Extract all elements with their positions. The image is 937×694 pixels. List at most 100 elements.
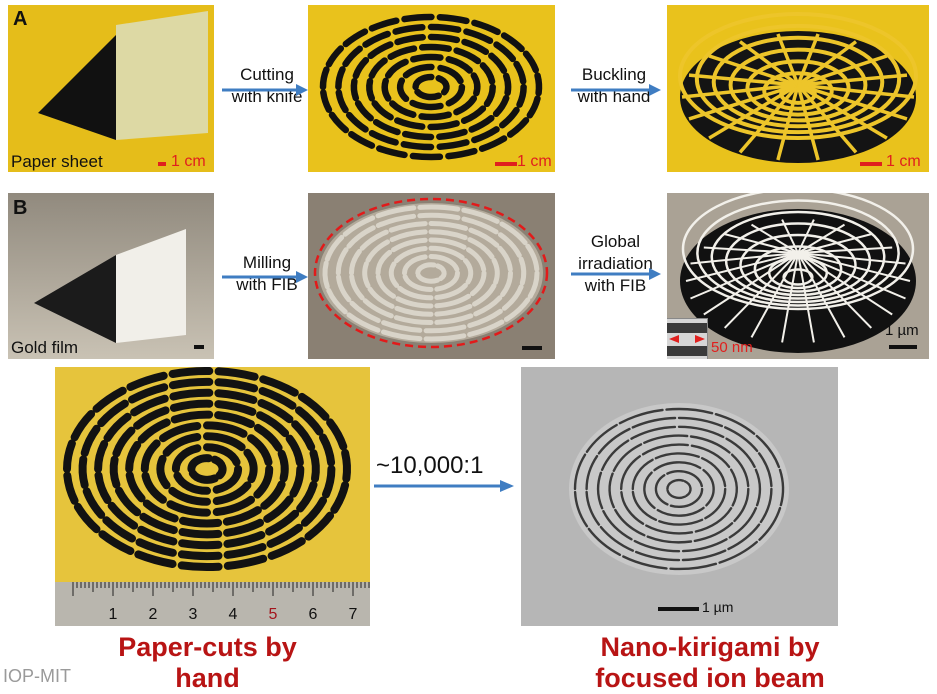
- ring-segment: [394, 305, 434, 317]
- ring-segment: [375, 274, 396, 299]
- ring-segment: [689, 435, 731, 454]
- ring-segment: [654, 474, 669, 506]
- nano-rib: [797, 246, 893, 254]
- scale-bar: [658, 607, 699, 611]
- buckled-rib: [688, 83, 799, 121]
- ring-segment: [466, 247, 487, 272]
- scale-bar: [495, 162, 517, 166]
- ring-segment: [214, 389, 258, 404]
- ring-segment: [471, 19, 501, 36]
- ring-segment: [335, 89, 349, 114]
- ring-segment: [428, 237, 467, 250]
- caption-paper-cuts: Paper-cuts by hand: [118, 632, 297, 693]
- buckled-ring: [745, 59, 851, 117]
- ring-segment: [585, 423, 618, 453]
- ring-segment: [702, 468, 715, 507]
- ruler-number: 2: [149, 606, 158, 623]
- ring-segment: [103, 412, 132, 442]
- nano-kirigami-illustration: [667, 193, 929, 359]
- ring-segment: [778, 468, 785, 507]
- ring-segment: [346, 312, 381, 333]
- ring-segment: [126, 371, 168, 391]
- ring-segment: [381, 320, 423, 333]
- ruler: 1 2 3 4 5 6 7: [55, 582, 370, 626]
- nano-ring: [782, 268, 814, 286]
- ring-segment: [362, 30, 391, 48]
- buckled-rib: [738, 83, 800, 154]
- nano-rib: [685, 252, 799, 282]
- ring-segment: [427, 120, 460, 131]
- gold-film-label: Gold film: [11, 338, 79, 357]
- ring-segment: [573, 490, 589, 528]
- ring-segment: [177, 550, 223, 561]
- ring-segment: [402, 274, 434, 293]
- ruler-number: 6: [309, 606, 318, 623]
- ring-segment: [214, 400, 257, 416]
- ring-segment: [585, 454, 599, 491]
- ring-segment: [653, 461, 702, 472]
- ring-segment: [414, 88, 442, 101]
- paper-cut-photo: 1 2 3 4 5 6 7: [55, 367, 370, 626]
- nano-ring: [681, 193, 915, 311]
- ring-segment: [73, 502, 101, 534]
- ring-segment: [265, 509, 300, 536]
- ring-segment: [109, 455, 121, 489]
- buckled-rib: [797, 73, 908, 87]
- ring-segment: [159, 422, 202, 443]
- inset-illustration: [667, 319, 707, 359]
- ring-segment: [188, 469, 219, 484]
- arrow-milling: [222, 271, 308, 283]
- nano-kirigami-panel: 50 nm 1 µm: [667, 193, 929, 359]
- nano-rib: [781, 252, 799, 343]
- ring-segment: [656, 506, 705, 517]
- ring-segment: [267, 537, 306, 560]
- milled-film-panel: [308, 193, 555, 359]
- ring-segment: [654, 452, 700, 460]
- buckled-ring: [678, 12, 918, 140]
- nano-rib: [797, 252, 906, 300]
- buckled-rib: [681, 83, 799, 99]
- ring-segment: [223, 554, 268, 570]
- ring-segment: [392, 24, 426, 35]
- nano-rib: [797, 252, 906, 265]
- ring-segment: [168, 377, 214, 390]
- ring-segment: [493, 41, 517, 63]
- ring-segment: [436, 128, 468, 140]
- paper-sheet-label: Paper sheet: [11, 152, 103, 171]
- ring-segment: [641, 443, 689, 456]
- ring-segment: [501, 284, 524, 311]
- ring-segment: [631, 490, 658, 521]
- paper-sheet-panel: A Paper sheet 1 cm: [8, 5, 214, 172]
- ring-segment: [500, 270, 513, 297]
- ring-segment: [436, 139, 470, 150]
- ring-segment: [359, 229, 389, 251]
- nano-rib: [723, 252, 799, 329]
- ring-segment: [463, 28, 494, 45]
- arrow-buckling: [571, 84, 661, 96]
- ring-segment: [461, 216, 499, 235]
- ring-segment: [179, 516, 223, 528]
- ring-segment: [394, 34, 426, 46]
- ring-segment: [587, 527, 622, 556]
- ring-segment: [620, 491, 645, 525]
- ring-segment: [757, 452, 773, 488]
- ring-segment: [630, 425, 677, 440]
- ring-segment: [168, 367, 214, 378]
- ring-segment: [665, 407, 714, 415]
- buckled-ring: [762, 71, 834, 111]
- ring-segment: [94, 471, 112, 504]
- ring-segment: [70, 410, 96, 442]
- ring-segment: [381, 329, 423, 342]
- ring-segment: [409, 152, 444, 161]
- ring-segment: [428, 253, 460, 272]
- buckled-rib: [797, 83, 888, 140]
- ring-segment: [462, 258, 474, 285]
- ring-segment: [135, 538, 177, 557]
- ring-segment: [319, 66, 330, 91]
- cut-ring-pattern: [319, 13, 543, 161]
- ring-segment: [460, 105, 487, 125]
- sem-disc: [569, 403, 789, 575]
- ring-segment: [461, 38, 490, 56]
- ring-segment: [646, 535, 693, 544]
- ring-segment: [402, 254, 428, 276]
